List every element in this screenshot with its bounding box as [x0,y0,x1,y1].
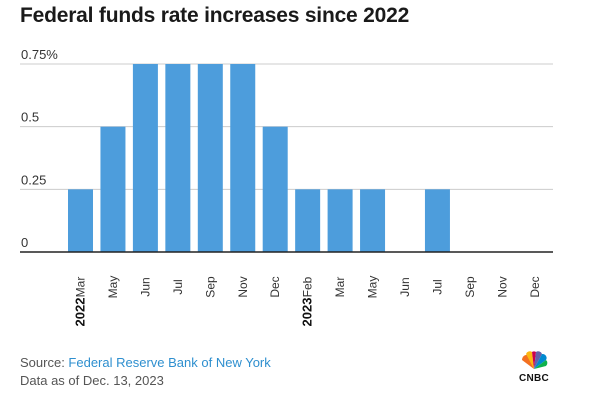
x-tick-label: Sep [203,276,217,298]
x-tick-label: Nov [236,276,250,297]
bar [132,64,158,252]
tick-labels: 0 0.25 0.5 0.75% Mar May Jun Jul Sep Nov Dec Feb Mar… [21,47,542,326]
y-tick-label: 0.75% [21,47,58,62]
y-tick-label: 0.5 [21,110,39,125]
bar [100,126,126,252]
bar [165,64,191,252]
x-tick-label: Dec [528,276,542,297]
as-of-note: Data as of Dec. 13, 2023 [20,373,164,388]
bar [230,64,256,252]
x-tick-label: Dec [268,276,282,297]
source-note: Source: Federal Reserve Bank of New York [20,355,271,370]
bar [360,189,386,252]
source-prefix: Source: [20,355,69,370]
cnbc-logo: CNBC [514,351,554,384]
bar-chart: 0 0.25 0.5 0.75% Mar May Jun Jul Sep Nov Dec Feb Mar… [20,47,553,326]
x-tick-label: Mar [333,277,347,298]
x-tick-label: Feb [301,276,315,297]
x-tick-label: Mar [74,277,88,298]
x-tick-label: Jul [171,279,185,294]
peacock-icon [521,351,548,369]
bar [262,126,288,252]
x-tick-label: Jun [398,277,412,296]
x-tick-label: Nov [495,276,509,297]
bar [68,189,93,252]
x-tick-label: May [106,276,120,299]
x-tick-label: Sep [463,276,477,298]
year-label: 2023 [300,298,315,327]
bar [327,189,353,252]
source-link[interactable]: Federal Reserve Bank of New York [68,355,271,370]
bar [197,64,223,252]
bars [68,64,450,252]
y-tick-label: 0 [21,235,28,250]
y-tick-label: 0.25 [21,172,46,187]
chart-title: Federal funds rate increases since 2022 [20,4,410,27]
x-tick-label: May [366,276,380,299]
year-label: 2022 [73,298,88,327]
bar [295,189,321,252]
x-tick-label: Jun [138,277,152,296]
x-tick-label: Jul [430,279,444,294]
bar [424,189,450,252]
logo-text: CNBC [518,373,550,384]
